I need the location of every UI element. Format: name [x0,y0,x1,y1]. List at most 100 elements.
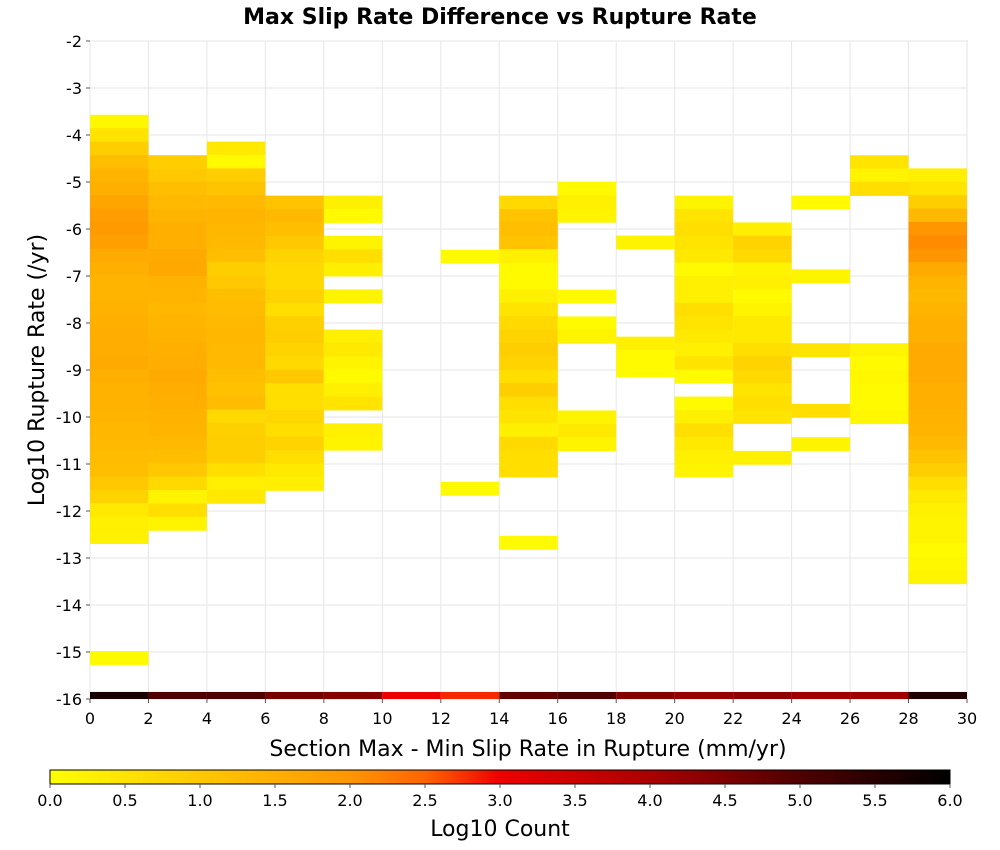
heatmap-cell [908,489,967,504]
heatmap-cell [90,382,149,397]
heatmap-cell [90,651,149,665]
y-tick-label: -13 [56,549,82,568]
marginal-cell [323,691,383,699]
heatmap-cell [148,208,207,223]
heatmap-cell [674,276,734,290]
heatmap-cell [206,302,266,317]
heatmap-cell [206,248,266,263]
heatmap-cell [791,403,851,418]
heatmap-cell [206,329,266,344]
heatmap-cell [908,570,967,585]
heatmap-cell [557,424,617,438]
heatmap-cell [90,128,149,143]
heatmap-cell [265,302,324,317]
heatmap-cell [674,235,734,250]
heatmap-cell [206,168,266,183]
heatmap-cell [557,289,617,304]
heatmap-cell [908,221,967,236]
heatmap-cell [148,382,207,397]
heatmap-cell [908,288,967,303]
heatmap-cell [791,195,851,210]
colorbar-tick-label: 3.5 [562,791,587,810]
heatmap-cell [499,356,558,371]
x-tick-label: 28 [898,709,918,728]
heatmap-cell [206,449,266,464]
colorbar-tick-label: 5.5 [862,791,887,810]
x-tick-label: 14 [489,709,509,728]
heatmap-cell [90,315,149,330]
heatmap-cell [90,248,149,263]
heatmap-cell [90,221,149,236]
heatmap-cell [323,369,383,384]
heatmap-cell [440,481,500,496]
heatmap-cell [908,503,967,518]
heatmap-cell [499,222,558,237]
x-tick-label: 30 [957,709,977,728]
heatmap-cell [908,449,967,464]
heatmap-cell [557,182,617,196]
x-tick-label: 8 [319,709,329,728]
heatmap-cell [674,209,734,223]
heatmap-cell [323,396,383,411]
heatmap-cell [90,409,149,424]
marginal-cell [440,691,500,699]
marginal-cell [499,691,558,699]
heatmap-cell [674,262,734,277]
heatmap-cell [206,208,266,223]
heatmap-cell [148,235,207,250]
heatmap-cell [499,209,558,223]
heatmap-cell [90,262,149,277]
heatmap-cell [908,275,967,290]
heatmap-cell [206,288,266,303]
heatmap-cell [850,396,909,411]
heatmap-cell [557,437,617,452]
heatmap-cell [90,288,149,303]
heatmap-cell [499,316,558,331]
heatmap-cell [791,437,851,452]
heatmap-cell [323,262,383,277]
heatmap-cell [616,336,675,351]
heatmap-cell [323,383,383,398]
heatmap-cell [206,141,266,156]
colorbar-tick-label: 0.5 [112,791,137,810]
heatmap-cell [90,235,149,250]
heatmap-cell [908,369,967,384]
heatmap-cell [674,249,734,264]
heatmap-cell [908,302,967,317]
heatmap-cell [148,342,207,357]
heatmap-cell [148,222,207,237]
heatmap-cell [850,370,909,384]
heatmap-cell [733,302,792,317]
heatmap-cell [674,463,734,478]
heatmap-cell [908,530,967,544]
heatmap-cell [148,329,207,344]
heatmap-cell [206,489,266,504]
heatmap-cell [148,262,207,277]
heatmap-cell [908,396,967,410]
heatmap-cell [908,168,967,183]
heatmap-cell [674,409,734,424]
marginal-cell [557,691,617,699]
heatmap-cell [148,275,207,290]
y-axis-ticks: -2 -3 -4 -5 -6 -7 -8 -9 -10 -11 -12 -13 -14 -15 -16 [56,32,90,709]
marginal-cell [674,691,734,699]
heatmap-cell [908,262,967,277]
y-tick-label: -16 [56,690,82,709]
heatmap-cell [148,168,207,183]
heatmap-cell [733,369,792,384]
heatmap-cell [90,141,149,156]
heatmap-cell [733,276,792,290]
x-tick-label: 26 [840,709,860,728]
heatmap-cell [323,329,383,344]
heatmap-cell [440,249,500,264]
heatmap-cell [850,168,909,183]
marginal-cell [90,691,149,699]
heatmap-cell [148,289,207,304]
heatmap-cell [499,463,558,478]
heatmap-cell [90,396,149,410]
heatmap-cells [90,114,967,699]
colorbar-tick-label: 4.0 [637,791,662,810]
y-tick-label: -2 [66,32,82,51]
heatmap-cell [674,289,734,304]
